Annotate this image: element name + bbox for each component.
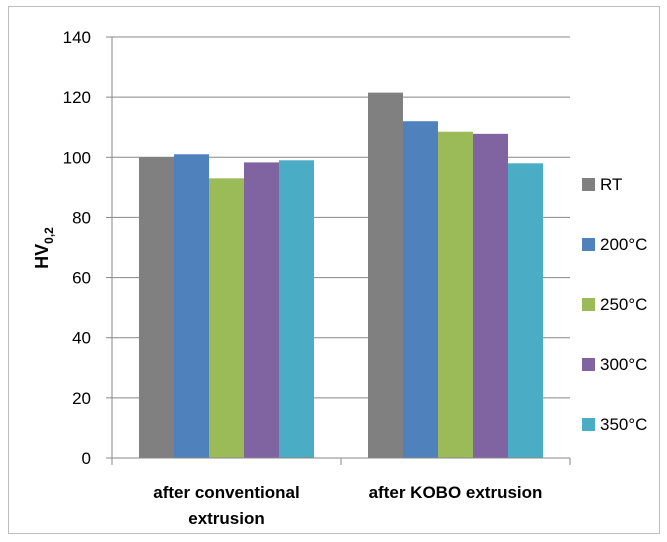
y-tick-label: 100 <box>63 148 91 167</box>
legend-swatch <box>582 298 595 311</box>
y-tick-label: 40 <box>72 329 91 348</box>
y-tick-label: 60 <box>72 269 91 288</box>
legend: RT 200°C 250°C 300°C 350°C <box>582 175 647 434</box>
bar <box>244 162 279 458</box>
legend-swatch <box>582 238 595 251</box>
y-tick-label: 0 <box>82 449 91 468</box>
y-axis-title-main: HV <box>32 244 52 269</box>
y-tick-label: 120 <box>63 88 91 107</box>
bar <box>508 163 543 459</box>
bar <box>368 92 403 458</box>
y-tick-label: 80 <box>72 208 91 227</box>
y-tick-label: 140 <box>63 28 91 47</box>
category-label: after KOBO extrusion <box>369 483 543 502</box>
y-axis-title: HV0,2 <box>32 227 56 269</box>
category-labels: after conventional extrusion after KOBO ex… <box>153 483 542 528</box>
y-axis-title-subscript: 0,2 <box>42 227 56 244</box>
category-label-line: after KOBO extrusion <box>369 483 543 502</box>
bar <box>403 121 438 458</box>
bars <box>139 92 543 459</box>
category-label: after conventional extrusion <box>153 483 299 528</box>
chart-area <box>8 6 660 534</box>
bar <box>139 157 174 459</box>
category-label-line: extrusion <box>188 509 265 528</box>
legend-swatch <box>582 178 595 191</box>
bar <box>279 160 314 459</box>
y-tick-labels: 0 20 40 60 80 100 120 140 <box>63 28 91 468</box>
legend-label: 250°C <box>600 295 647 314</box>
bar <box>438 131 473 458</box>
legend-label: 200°C <box>600 235 647 254</box>
legend-swatch <box>582 418 595 431</box>
category-label-line: after conventional <box>153 483 299 502</box>
bar <box>174 154 209 458</box>
legend-swatch <box>582 358 595 371</box>
legend-label: 300°C <box>600 355 647 374</box>
y-tick-label: 20 <box>72 389 91 408</box>
bar <box>473 133 508 458</box>
axes <box>106 36 571 465</box>
bar <box>209 178 244 459</box>
legend-label: RT <box>600 175 622 194</box>
legend-label: 350°C <box>600 415 647 434</box>
